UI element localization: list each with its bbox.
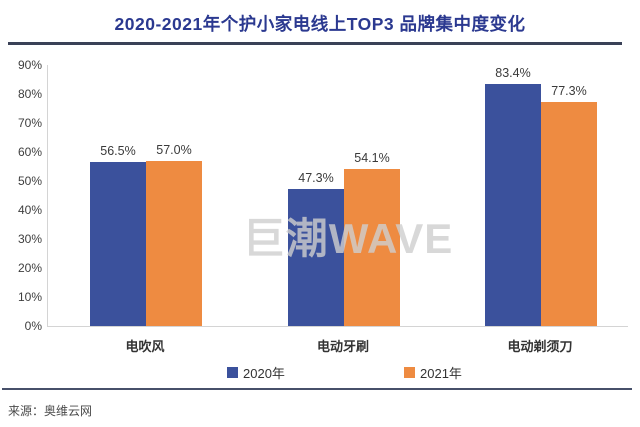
- category-label: 电吹风: [125, 339, 165, 354]
- footer-divider: [2, 388, 632, 390]
- legend: 2020年 2021年: [0, 364, 640, 382]
- bar-2021年-电动牙刷: [344, 169, 400, 326]
- value-label: 47.3%: [298, 170, 334, 185]
- category-label: 电动牙刷: [316, 339, 370, 354]
- bar-2020年-电动剃须刀: [485, 84, 541, 326]
- bar-2021年-电动剃须刀: [541, 101, 597, 326]
- bar-2020年-电吹风: [90, 162, 146, 326]
- y-tick-label: 70%: [17, 116, 42, 130]
- legend-label: 2020年: [243, 365, 285, 381]
- category-label: 电动剃须刀: [507, 339, 573, 354]
- y-tick-label: 60%: [17, 145, 42, 159]
- legend-item-2021年: 2021年: [404, 364, 462, 381]
- y-tick-label: 0%: [24, 319, 42, 333]
- legend-item-2020年: 2020年: [227, 364, 285, 381]
- bar-2021年-电吹风: [146, 160, 202, 326]
- value-label: 54.1%: [354, 151, 390, 166]
- page-title: 2020-2021年个护小家电线上TOP3 品牌集中度变化: [114, 14, 526, 34]
- y-tick-label: 40%: [17, 203, 42, 217]
- legend-label: 2021年: [420, 365, 462, 381]
- watermark: 巨潮WAVE: [242, 215, 454, 262]
- y-tick-label: 30%: [17, 232, 42, 246]
- plot-area: 巨潮WAVE 56.5% 47.3% 83.4% 57.0% 54.1% 77.3%: [47, 65, 628, 327]
- y-tick-label: 10%: [17, 290, 42, 304]
- value-label: 83.4%: [495, 66, 531, 81]
- title-underline: [8, 42, 622, 45]
- source-text: 来源：奥维云网: [8, 404, 93, 418]
- value-label: 57.0%: [156, 142, 192, 157]
- y-axis: 0% 10% 20% 30% 40% 50% 60% 70% 80% 90%: [0, 58, 42, 333]
- value-label: 77.3%: [551, 83, 587, 98]
- bar-2020年-电动牙刷: [288, 188, 344, 326]
- x-axis: 电吹风 电动牙刷 电动剃须刀: [47, 336, 627, 356]
- value-label: 56.5%: [100, 144, 136, 159]
- legend-swatch: [404, 366, 415, 378]
- y-tick-label: 90%: [17, 58, 42, 72]
- legend-swatch: [227, 366, 238, 378]
- y-tick-label: 20%: [17, 261, 42, 275]
- y-tick-label: 80%: [17, 87, 42, 101]
- y-tick-label: 50%: [17, 174, 42, 188]
